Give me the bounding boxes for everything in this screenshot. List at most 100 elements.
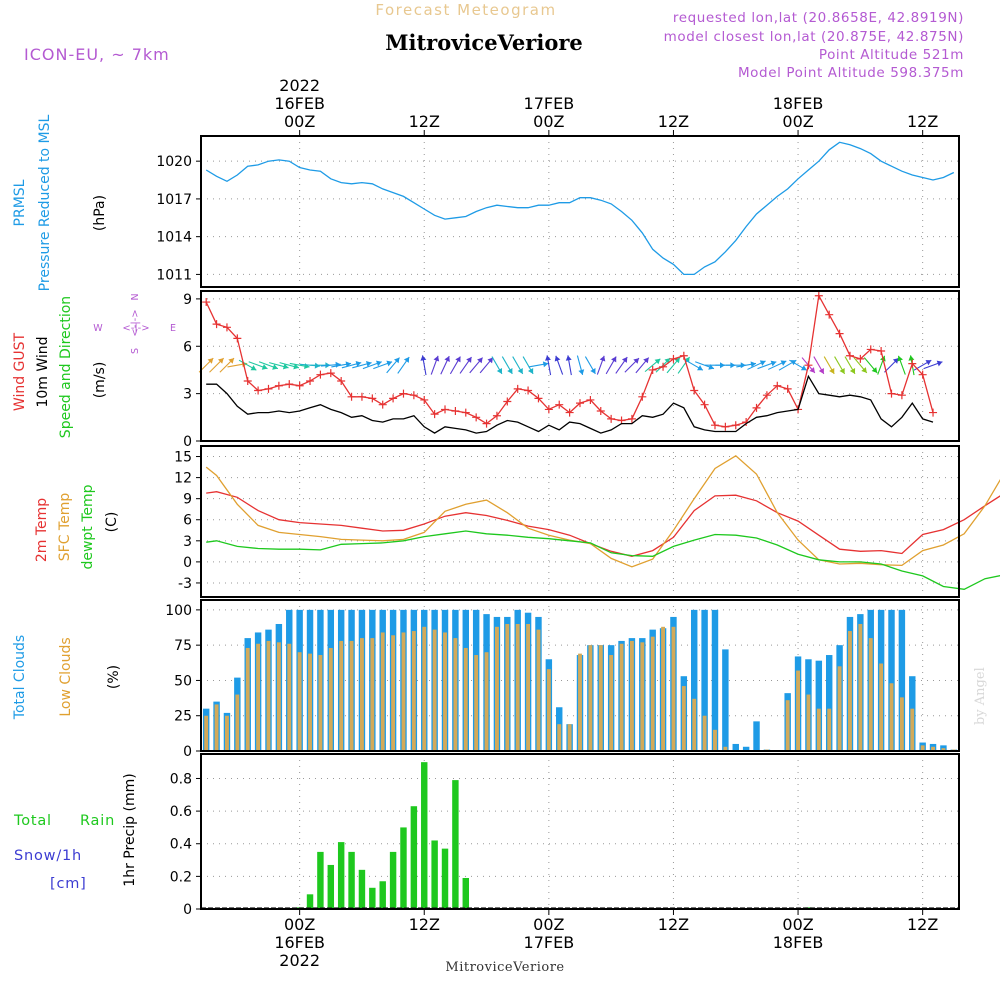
- wind-direction-arrow: [584, 356, 596, 375]
- wind-gust-marker: [555, 400, 564, 409]
- wind-direction-arrow: [491, 356, 503, 375]
- temp-2m-line: [206, 491, 1000, 557]
- wind-gust-marker: [274, 381, 283, 390]
- low-cloud-bar: [276, 642, 281, 751]
- wind-arrow-head: [455, 356, 461, 363]
- low-cloud-bar: [567, 724, 572, 751]
- bottom-time-label: 17FEB: [524, 933, 575, 952]
- wind-gust-marker: [544, 405, 553, 414]
- rain-bar: [441, 848, 449, 909]
- wind-direction-arrow: [219, 357, 235, 373]
- y-tick-label: 1014: [156, 230, 192, 246]
- wind-arrow-head: [403, 357, 410, 363]
- wind-arrow-head: [590, 368, 596, 374]
- wind-direction-arrow: [512, 356, 524, 375]
- wind-direction-arrow: [884, 357, 899, 373]
- top-time-label: 12Z: [907, 112, 938, 131]
- bottom-time-label: 12Z: [409, 915, 440, 934]
- low-cloud-bar: [619, 643, 624, 751]
- wind-arrow-head: [545, 355, 551, 361]
- temp-sfc-label: SFC Temp: [57, 493, 73, 562]
- credit-label: by Angel: [973, 667, 988, 725]
- low-cloud-bar: [848, 631, 852, 751]
- wind-arrow-head: [839, 368, 845, 374]
- bottom-time-label: 12Z: [907, 915, 938, 934]
- wind-direction-arrow: [736, 361, 757, 368]
- wind-direction-arrow: [565, 355, 572, 376]
- wind-arrow-head: [861, 367, 867, 373]
- compass-horizontal-arrow-glyph: <-|->: [122, 323, 149, 334]
- low-cloud-bar: [536, 629, 541, 751]
- wind-gust-marker: [347, 392, 356, 401]
- wind-gust-line: [205, 293, 934, 428]
- wind-arrow-head: [517, 368, 523, 374]
- wind-direction-arrow: [449, 356, 461, 375]
- wind-direction-arrow: [767, 360, 787, 370]
- wind-direction-arrow: [373, 360, 393, 370]
- wind-gust-marker: [887, 389, 896, 398]
- wind-10m-label: 10m Wind: [35, 336, 51, 407]
- y-tick-label: 100: [165, 603, 192, 619]
- top-time-label: 00Z: [782, 112, 813, 131]
- wind-direction-arrow: [209, 357, 225, 373]
- rain-bar: [379, 881, 386, 909]
- low-cloud-bar: [661, 626, 665, 751]
- wind-arrow-head: [936, 360, 943, 367]
- wind-arrow-head: [304, 363, 310, 370]
- wind-direction-arrow: [331, 361, 352, 368]
- closest-lonlat: model closest lon,lat (20.875E, 42.875N): [664, 29, 964, 45]
- total-cloud-bar: [732, 743, 739, 751]
- pressure-msl-label: Pressure Reduced to MSL: [37, 114, 53, 291]
- wind-direction-arrow: [459, 356, 472, 374]
- wind-gust-marker: [399, 389, 408, 398]
- rain-bar: [389, 851, 397, 909]
- wind-direction-arrow: [248, 361, 268, 370]
- wind-direction-arrow: [545, 355, 552, 376]
- wind-direction-arrow: [386, 357, 400, 374]
- wind-arrow-head: [849, 368, 856, 374]
- total-cloud-bar: [711, 609, 719, 751]
- y-tick-label: 50: [174, 673, 192, 689]
- wind-direction-arrow: [341, 361, 362, 369]
- wind-gust-marker: [264, 384, 273, 393]
- top-time-label: 18FEB: [773, 94, 824, 113]
- wind-gust-marker: [856, 354, 865, 363]
- wind-gust-marker: [524, 386, 533, 395]
- wind-arrow-head: [750, 361, 756, 368]
- wind-gust-marker: [804, 361, 813, 370]
- wind-gust-marker: [752, 403, 761, 412]
- low-cloud-bar: [453, 638, 458, 751]
- rain-label: Rain: [80, 813, 115, 829]
- wind-direction-arrow: [844, 356, 856, 375]
- low-cloud-bar: [422, 626, 427, 751]
- low-cloud-bar: [650, 636, 655, 751]
- wind-gust-marker: [648, 365, 657, 374]
- rain-bar: [369, 887, 376, 909]
- wind-arrow-head: [818, 368, 824, 374]
- y-tick-label: 75: [174, 638, 192, 654]
- wind-direction-arrow: [352, 361, 372, 369]
- wind-gust-marker: [503, 397, 512, 406]
- wind-direction-arrow: [863, 357, 878, 374]
- y-tick-label: 0: [183, 434, 192, 450]
- wind-gust-marker: [389, 394, 398, 403]
- low-clouds-label: Low Clouds: [58, 637, 74, 716]
- plot-layer: 10111014101710200369-3036912150255075100…: [156, 76, 1000, 970]
- wind-gust-marker: [295, 381, 304, 390]
- low-cloud-bar: [256, 643, 261, 751]
- low-cloud-bar: [526, 623, 531, 751]
- total-cloud-bar: [888, 609, 895, 751]
- wind-gust-marker: [690, 386, 699, 395]
- low-cloud-bar: [785, 700, 790, 751]
- compass-east-label: E: [170, 323, 176, 334]
- panel-frame: [200, 290, 960, 442]
- wind-direction-arrow: [479, 357, 494, 374]
- low-cloud-bar: [629, 640, 634, 751]
- y-tick-label: 0.2: [170, 869, 192, 885]
- panel-frame: [200, 135, 960, 288]
- wind-arrow-head: [365, 361, 372, 367]
- wind-arrow-head: [444, 356, 450, 362]
- wind-direction-arrow: [469, 357, 484, 374]
- temp-dewpt-label: dewpt Temp: [80, 484, 96, 569]
- low-cloud-bar: [588, 645, 593, 751]
